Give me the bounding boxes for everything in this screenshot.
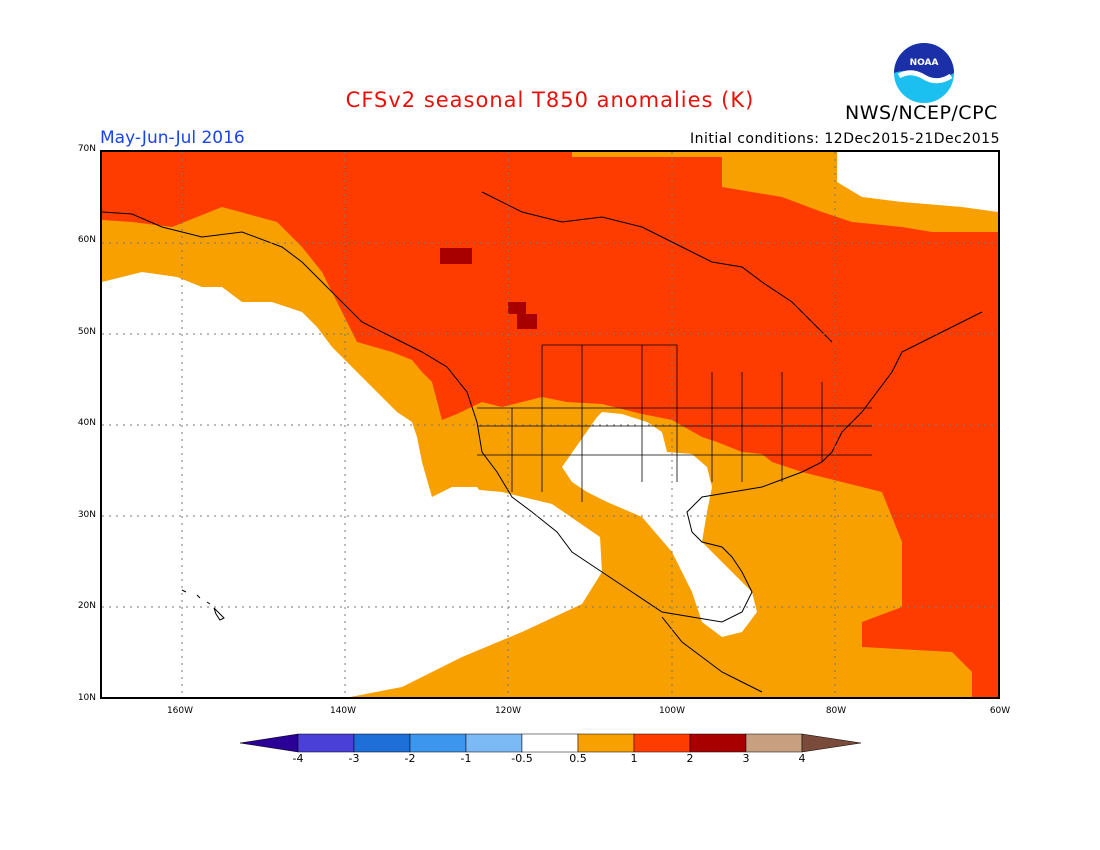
colorbar-segment — [465, 733, 523, 753]
colorbar-label: 4 — [798, 752, 806, 765]
lon-label: 80W — [825, 706, 847, 716]
lon-label: 60W — [989, 706, 1011, 716]
colorbar — [240, 733, 862, 753]
colorbar-segment — [689, 733, 747, 753]
lon-label: 120W — [494, 706, 522, 716]
lon-label: 160W — [166, 706, 194, 716]
lat-label: 30N — [77, 510, 96, 520]
coastline — [661, 616, 763, 693]
colorbar-segment — [297, 733, 355, 753]
lat-label: 20N — [77, 601, 96, 611]
colorbar-segment — [801, 733, 862, 753]
colorbar-segment — [409, 733, 467, 753]
coastline — [481, 191, 833, 343]
colorbar-label: -3 — [348, 752, 360, 765]
anomaly-patch-2-to-3 — [440, 248, 472, 264]
colorbar-segment — [353, 733, 411, 753]
graticule — [102, 152, 998, 697]
colorbar-label: 1 — [630, 752, 638, 765]
neutral-region-arctic — [837, 152, 998, 212]
lon-label: 140W — [329, 706, 357, 716]
colorbar-label: 2 — [686, 752, 694, 765]
colorbar-label: 3 — [742, 752, 750, 765]
anomaly-region-1-to-2 — [102, 152, 998, 697]
lat-label: 70N — [77, 144, 96, 154]
anomaly-patch-2-to-3 — [508, 302, 526, 314]
lon-label: 100W — [658, 706, 686, 716]
anomaly-patch-2-to-3 — [517, 314, 537, 329]
colorbar-label: -2 — [404, 752, 416, 765]
logo-text: NOAA — [910, 58, 939, 68]
colorbar-label: -0.5 — [511, 752, 533, 765]
colorbar-segment — [240, 733, 299, 753]
colorbar-segment — [633, 733, 691, 753]
agency-label: NWS/NCEP/CPC — [845, 102, 998, 124]
lat-label: 60N — [77, 235, 96, 245]
colorbar-segment — [577, 733, 635, 753]
lat-label: 50N — [77, 327, 96, 337]
colorbar-label: 0.5 — [569, 752, 587, 765]
hawaii-islands — [181, 589, 225, 621]
anomaly-map — [100, 150, 1000, 699]
coastline — [102, 211, 983, 623]
noaa-logo: NOAA — [894, 43, 954, 103]
neutral-region-southwest — [562, 412, 757, 637]
lat-label: 40N — [77, 418, 96, 428]
season-label: May-Jun-Jul 2016 — [100, 128, 245, 148]
neutral-region-pacific — [102, 287, 542, 697]
chart-title: CFSv2 seasonal T850 anomalies (K) — [345, 88, 755, 112]
colorbar-label: -4 — [292, 752, 304, 765]
colorbar-label: -1 — [460, 752, 472, 765]
map-canvas — [102, 152, 998, 697]
initial-conditions-label: Initial conditions: 12Dec2015-21Dec2015 — [690, 131, 1000, 147]
colorbar-segment — [745, 733, 803, 753]
state-borders — [477, 344, 872, 502]
lat-label: 10N — [77, 693, 96, 703]
colorbar-segment — [521, 733, 579, 753]
